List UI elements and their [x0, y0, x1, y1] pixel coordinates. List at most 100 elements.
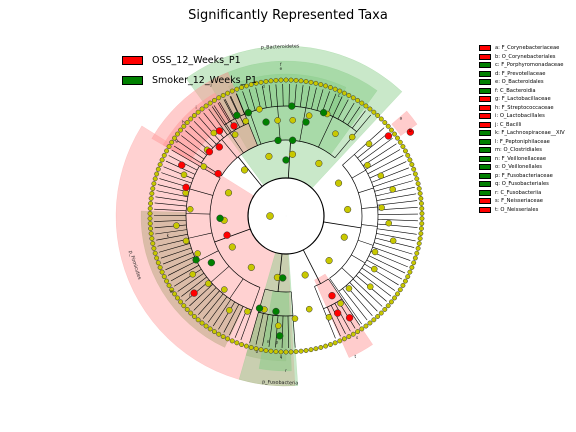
branch-arc [258, 311, 294, 317]
significant-node-smoker [233, 111, 241, 119]
legend-item-oss: OSS_12_Weeks_P1 [122, 50, 257, 70]
taxa-legend-swatch [479, 121, 491, 128]
leaf-node [402, 278, 408, 284]
leaf-node [243, 343, 249, 349]
leaf-node [203, 103, 209, 109]
leaf-node [415, 245, 421, 251]
leaf-node [303, 79, 309, 84]
leaf-node [375, 314, 381, 319]
leaf-node [159, 269, 165, 275]
leaf-node [337, 338, 343, 344]
leaf-node [385, 303, 391, 309]
leaf-node [419, 221, 425, 226]
cladogram-nodes-layer [147, 77, 425, 355]
taxa-legend-swatch [479, 96, 491, 103]
family-node [301, 271, 309, 279]
branch-edge [193, 121, 217, 145]
branch-edge [213, 105, 232, 133]
branch-edge [167, 260, 197, 276]
branch-edge [268, 315, 274, 347]
genus-node [291, 315, 299, 322]
family-node [265, 152, 273, 160]
clade-letter-e: e [280, 66, 283, 71]
leaf-node [199, 320, 205, 326]
leaf-node [268, 78, 274, 84]
genus-node [289, 116, 296, 124]
taxa-legend-item: p: F_Fusobacteriaceae [479, 172, 565, 181]
genus-node [377, 172, 385, 180]
significant-node-oss [190, 289, 198, 297]
branch-edge [248, 123, 258, 146]
taxa-legend-swatch [479, 164, 491, 171]
leaf-node [392, 295, 397, 301]
leaf-node [150, 241, 156, 246]
taxa-legend-label: e: O_Bacteroidales [495, 79, 544, 86]
leaf-node [148, 226, 154, 231]
genus-node [242, 117, 250, 125]
branch-edge [262, 314, 269, 346]
genus-node [221, 286, 228, 293]
taxa-legend-label: j: C_Bacilli [495, 121, 522, 128]
leaf-node [400, 144, 406, 150]
branch-edge [341, 298, 361, 326]
genus-node [186, 206, 194, 213]
clade-letter-m: m [170, 289, 174, 294]
taxa-legend-swatch [479, 198, 491, 205]
taxa-legend-item: e: O_Bacteroidales [479, 78, 565, 87]
leaf-node [409, 162, 415, 167]
leaf-node [147, 211, 153, 216]
leaf-node [416, 241, 422, 246]
leaf-node [149, 191, 155, 196]
genus-node [365, 140, 373, 148]
leaf-node [161, 274, 167, 280]
leaf-node [175, 131, 180, 137]
branch-edge [240, 309, 253, 341]
family-node [224, 189, 233, 197]
genus-node [274, 117, 281, 124]
leaf-node [411, 166, 417, 172]
genus-node [275, 322, 282, 329]
leaf-node [152, 250, 158, 256]
leaf-node [207, 100, 213, 106]
taxa-legend-swatch [479, 172, 491, 179]
leaf-node [172, 291, 177, 297]
branch-edge [358, 271, 392, 297]
significant-node-smoker [302, 118, 310, 126]
genus-node [189, 271, 196, 278]
taxa-legend-label: p: F_Fusobacteriaceae [495, 172, 553, 179]
significant-node-oss [328, 292, 336, 300]
branch-edge [377, 228, 417, 235]
branch-edge [349, 282, 378, 312]
branch-edge [155, 196, 188, 202]
branch-edge [218, 301, 236, 330]
leaf-node [417, 236, 423, 241]
leaf-node [359, 100, 365, 106]
clade-letter-d: d [262, 84, 265, 89]
taxa-legend-item: q: O_Fusobacteriales [479, 180, 565, 189]
branch-edge [377, 200, 418, 206]
leaf-node [148, 196, 154, 201]
branch-edge [217, 102, 230, 122]
branch-arc [264, 288, 292, 293]
leaf-node [397, 139, 403, 145]
significant-node-oss [178, 161, 186, 169]
genus-node [337, 300, 344, 307]
leaf-node [318, 345, 324, 350]
significant-node-smoker [279, 274, 287, 282]
clade-letter-p: p [276, 340, 279, 345]
significant-node-smoker [276, 332, 284, 340]
significant-node-oss [230, 122, 238, 130]
leaf-node [154, 255, 160, 261]
leaf-node [388, 127, 394, 133]
leaf-node [375, 113, 381, 118]
clade-letter-g: g [175, 138, 178, 143]
leaf-node [378, 116, 384, 122]
leaf-node [152, 176, 158, 182]
leaf-node [253, 80, 259, 86]
leaf-node [288, 349, 294, 355]
leaf-node [225, 336, 231, 342]
taxa-legend-swatch [479, 113, 491, 120]
leaf-node [169, 139, 175, 145]
legend-label-smoker: Smoker_12_Weeks_P1 [152, 74, 258, 86]
leaf-node [400, 282, 406, 288]
